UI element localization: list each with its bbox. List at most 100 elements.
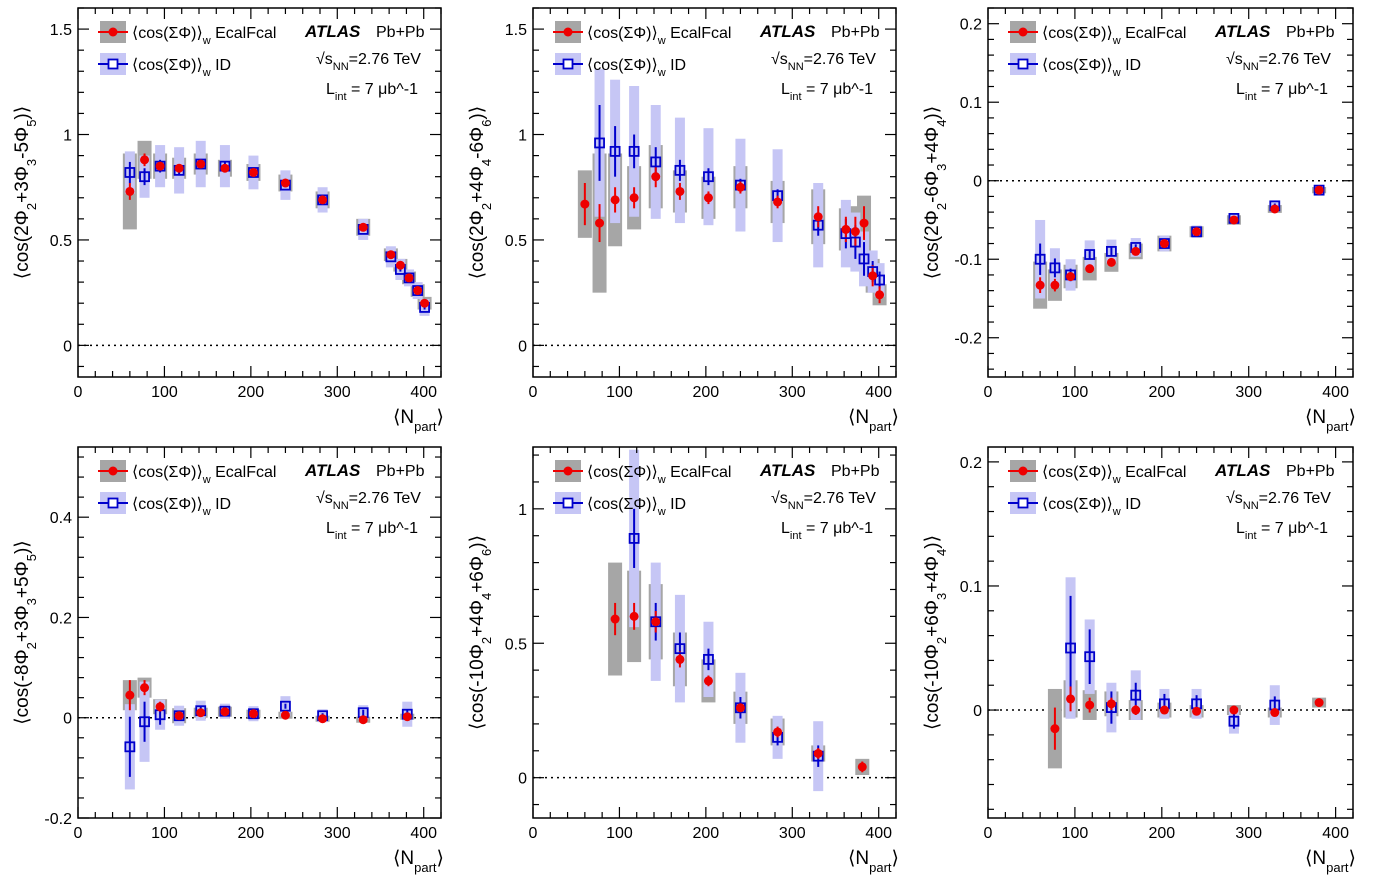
y-tick-label: 0.1 [960,95,982,112]
y-tick-label: 0.5 [505,233,527,250]
y-tick-label: 0 [973,174,982,191]
legend-id-marker [107,497,119,509]
ecal-point [1131,705,1141,715]
ecal-point [675,186,685,196]
y-tick-label: 0.5 [505,636,527,653]
legend-id-label: ⟨cos(ΣΦ)⟩w ID [1042,57,1141,79]
atlas-label: ATLAS [759,461,816,480]
system-label: Pb+Pb [376,463,425,480]
panel-p2: 0 100 200 300 400 0 0.5 1 1.5 ⟨Npart⟩ ⟨cos(2Φ2+4Φ4… [467,7,899,434]
x-tick-label: 100 [151,384,178,401]
y-tick-label: 0.4 [50,510,72,527]
atlas-label: ATLAS [759,22,816,41]
legend-ecal-label: ⟨cos(ΣΦ)⟩w EcalFcal [1042,25,1186,47]
atlas-label: ATLAS [304,22,361,41]
ecal-point [395,260,405,270]
ecal-point [1085,264,1095,274]
x-tick-label: 300 [324,825,351,842]
ecal-point [402,712,412,722]
ecal-point [651,172,661,182]
system-label: Pb+Pb [376,24,425,41]
ecal-point [875,290,885,300]
energy-label: √sNN=2.76 TeV [316,51,421,73]
id-point [1049,262,1061,274]
legend-ecal-label: ⟨cos(ΣΦ)⟩w EcalFcal [1042,464,1186,486]
y-tick-label: 0.1 [960,579,982,596]
id-point [124,741,136,753]
ecal-point [580,199,590,209]
x-tick-label: 0 [74,384,83,401]
ecal-point [196,159,206,169]
ecal-point [773,727,783,737]
y-axis-label: ⟨cos(-10Φ2+6Φ3+4Φ4)⟩ [922,535,949,730]
energy-label: √sNN=2.76 TeV [1226,490,1331,512]
plot-frame [532,7,897,378]
plot-frame [987,446,1354,819]
y-tick-label: 0 [63,711,72,728]
x-tick-label: 0 [984,825,993,842]
ecal-point [1085,700,1095,710]
ecal-point [155,702,165,712]
panel-p3: 0 100 200 300 400 -0.2 -0.1 0 0.1 0.2 ⟨Npart⟩ ⟨cos(… [922,7,1356,434]
id-point [139,716,150,728]
ecal-point [318,195,328,205]
id-point [1084,249,1096,260]
legend-id-label: ⟨cos(ΣΦ)⟩w ID [587,496,686,518]
id-point [703,653,714,665]
ecal-point [413,286,423,296]
energy-label: √sNN=2.76 TeV [1226,51,1331,73]
y-tick-label: 0.2 [960,455,982,472]
x-tick-label: 200 [1148,825,1175,842]
ecal-point [1192,227,1202,237]
ecal-point [318,714,328,724]
legend-ecal-marker [1018,466,1028,476]
plot-frame [987,7,1354,378]
y-tick-label: 1.5 [505,22,527,39]
x-axis-label: ⟨Npart⟩ [848,848,899,875]
ecal-point [859,218,869,228]
ecal-point [248,167,258,177]
y-tick-label: -0.2 [44,811,72,828]
legend-id-label: ⟨cos(ΣΦ)⟩w ID [1042,496,1141,518]
panel-p4: 0 100 200 300 400-0.200.20.4⟨Npart⟩⟨cos(-8Φ2… [12,446,444,875]
x-tick-label: 100 [1062,825,1089,842]
ecal-point [651,617,661,627]
system-label: Pb+Pb [1286,463,1335,480]
y-tick-label: 1 [518,502,527,519]
ecal-point [629,611,639,621]
legend-ecal-label: ⟨cos(ΣΦ)⟩w EcalFcal [587,464,731,486]
ecal-point [735,703,745,713]
x-tick-label: 100 [151,825,178,842]
ecal-point [675,654,685,664]
legend-id-label: ⟨cos(ΣΦ)⟩w ID [132,57,231,79]
ecal-point [1229,705,1239,715]
ecal-point [595,218,605,228]
legend-id-marker [107,58,119,70]
legend-id-marker [1017,497,1029,509]
ecal-point [1314,698,1324,708]
x-tick-label: 400 [410,384,437,401]
ecal-point [1229,215,1239,225]
ecal-point [386,250,396,260]
id-point [628,145,640,157]
x-axis-label: ⟨Npart⟩ [1305,407,1356,434]
lumi-label: Lint = 7 μb^-1 [781,81,873,103]
lumi-label: Lint = 7 μb^-1 [326,520,418,542]
ecal-point [1106,257,1116,267]
ecal-point [773,197,783,207]
plot-frame [77,7,442,378]
ecal-point [1050,280,1060,290]
id-point [650,156,662,168]
ecal-point [813,212,823,222]
y-tick-label: 1 [63,128,72,145]
y-tick-label: 0 [63,338,72,355]
panel-p1: 0 100 200 300 400 0 0.5 1 1.5 ⟨Npart⟩ ⟨cos(2Φ2+3Φ3… [12,7,444,434]
ecal-point [155,161,165,171]
ecal-point [174,711,184,721]
system-label: Pb+Pb [831,24,880,41]
legend-ecal-marker [563,466,573,476]
id-point [594,137,605,149]
x-tick-label: 0 [529,384,538,401]
atlas-label: ATLAS [1214,22,1271,41]
ecal-point [610,195,620,205]
